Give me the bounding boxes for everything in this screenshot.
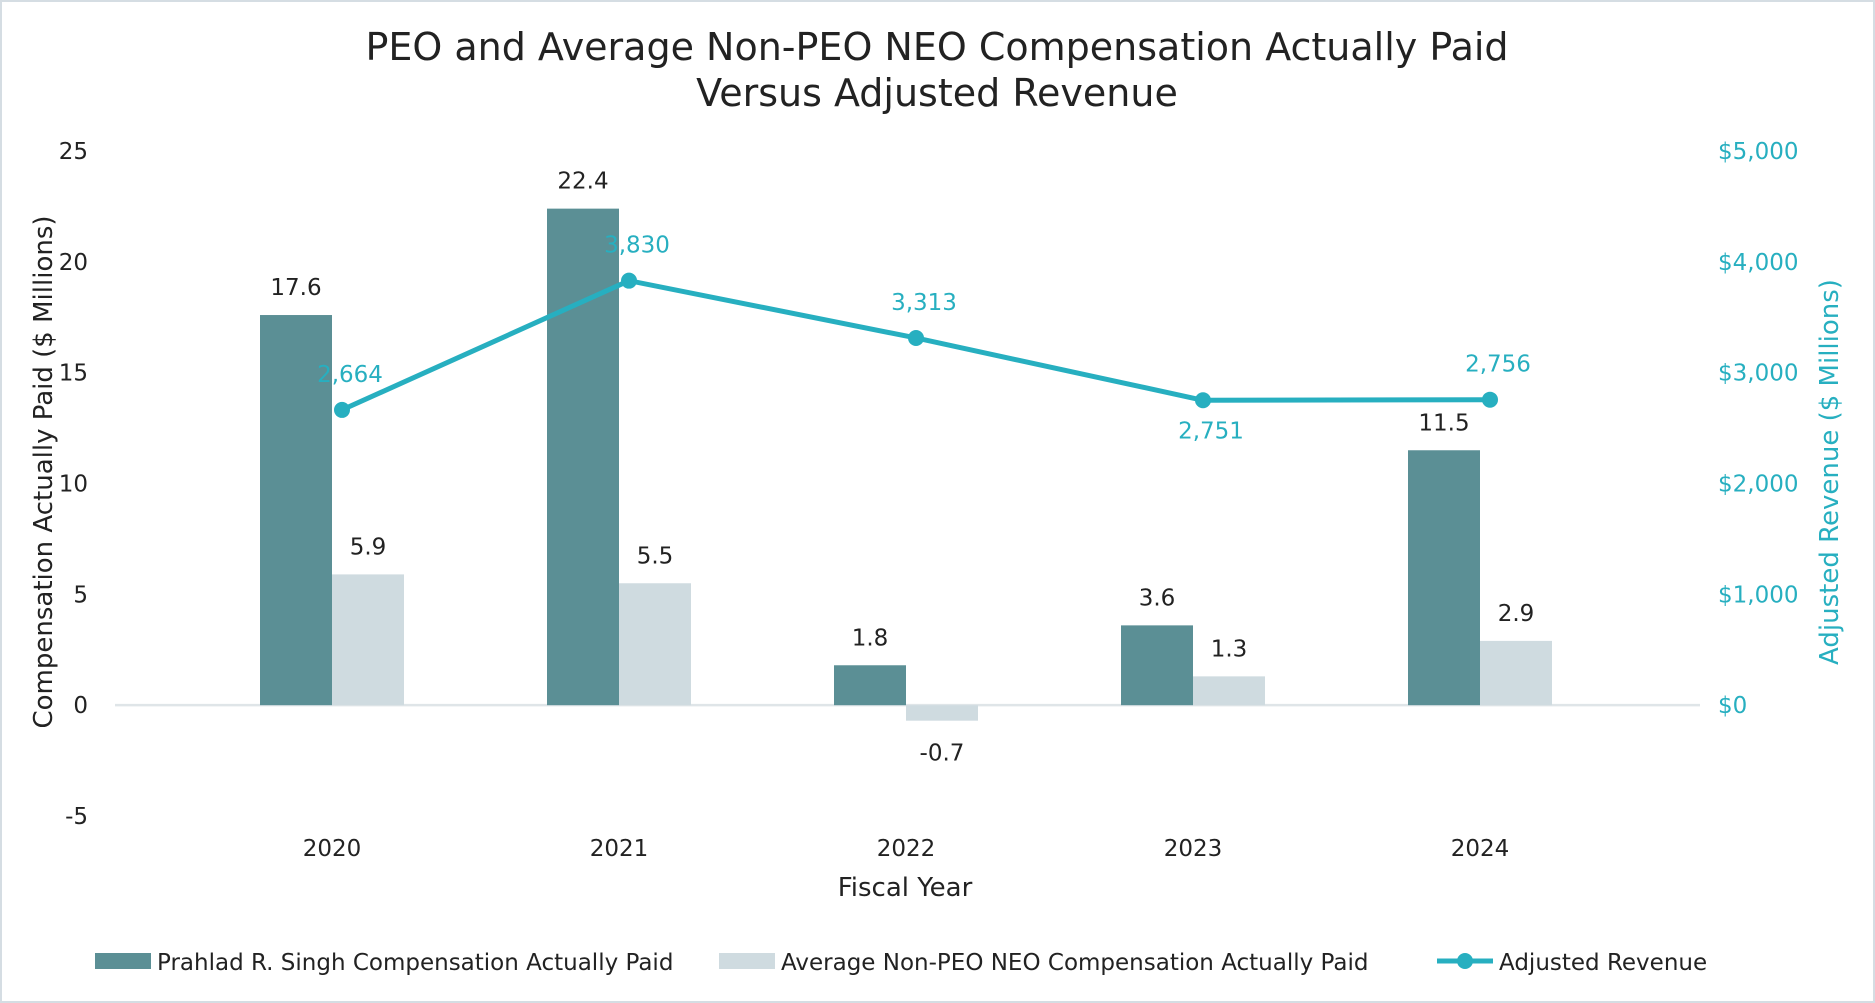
line-data-label: 3,313: [891, 290, 957, 316]
y-tick-label: 5: [73, 582, 88, 608]
legend-non-peo-swatch: [719, 953, 775, 969]
y2-axis-title: Adjusted Revenue ($ Millions): [1815, 279, 1845, 665]
y-tick-label: 10: [59, 472, 88, 498]
bar-data-label: 17.6: [270, 275, 321, 301]
y-tick-label: 25: [59, 139, 88, 165]
bar-peo-2020: [260, 315, 332, 706]
line-data-label: 2,751: [1178, 418, 1244, 444]
bar-data-label: 22.4: [557, 169, 608, 195]
bar-data-label: 5.9: [350, 534, 387, 560]
legend-peo-swatch: [95, 953, 151, 969]
legend-adjusted-revenue-label: Adjusted Revenue: [1499, 950, 1707, 976]
bar-non-peo-2021: [619, 583, 691, 706]
y2-tick-label: $1,000: [1718, 582, 1798, 608]
bar-peo-2022: [834, 665, 906, 706]
adjusted-revenue-point-2020: [334, 401, 350, 418]
bar-data-label: 2.9: [1498, 601, 1535, 627]
x-tick-label: 2024: [1451, 836, 1510, 862]
y-tick-label: 20: [59, 250, 88, 276]
y-tick-label: -5: [65, 804, 88, 830]
bar-data-label: 1.8: [852, 625, 889, 651]
adjusted-revenue-point-2021: [621, 272, 637, 289]
bar-non-peo-2022: [906, 705, 978, 721]
y-tick-label: 0: [73, 693, 88, 719]
x-tick-label: 2021: [590, 836, 649, 862]
adjusted-revenue-point-2024: [1482, 391, 1498, 408]
legend-adjusted-revenue: Adjusted Revenue: [1437, 950, 1707, 976]
bar-data-label: 11.5: [1418, 410, 1469, 436]
line-data-label: 2,664: [317, 362, 383, 388]
y2-tick-label: $2,000: [1718, 472, 1798, 498]
bar-peo-2023: [1121, 625, 1193, 706]
y-tick-label: 15: [59, 361, 88, 387]
y2-tick-label: $3,000: [1718, 361, 1798, 387]
legend-peo-label: Prahlad R. Singh Compensation Actually P…: [157, 950, 673, 976]
line-data-label: 2,756: [1465, 352, 1531, 378]
bar-peo-2021: [547, 208, 619, 706]
adjusted-revenue-point-2022: [908, 329, 924, 346]
y2-tick-label: $0: [1718, 693, 1747, 719]
x-tick-label: 2020: [303, 836, 362, 862]
bar-data-label: 5.5: [637, 543, 674, 569]
bar-peo-2024: [1408, 450, 1480, 706]
y-axis-title: Compensation Actually Paid ($ Millions): [29, 215, 59, 728]
adjusted-revenue-point-2023: [1195, 392, 1211, 409]
y2-tick-label: $4,000: [1718, 250, 1798, 276]
chart-title-line-2: Versus Adjusted Revenue: [696, 71, 1178, 115]
legend-non-peo: Average Non-PEO NEO Compensation Actuall…: [719, 950, 1368, 976]
bar-data-label: -0.7: [920, 741, 965, 767]
x-axis-title: Fiscal Year: [838, 873, 973, 903]
bar-data-label: 1.3: [1211, 636, 1248, 662]
legend-non-peo-label: Average Non-PEO NEO Compensation Actuall…: [781, 950, 1368, 976]
bar-non-peo-2020: [332, 574, 404, 706]
bar-data-label: 3.6: [1139, 585, 1176, 611]
y2-tick-label: $5,000: [1718, 139, 1798, 165]
bar-non-peo-2023: [1193, 676, 1265, 706]
x-tick-label: 2022: [877, 836, 936, 862]
x-tick-label: 2023: [1164, 836, 1223, 862]
line-data-label: 3,830: [604, 233, 670, 259]
legend-peo: Prahlad R. Singh Compensation Actually P…: [95, 950, 673, 976]
bar-non-peo-2024: [1480, 640, 1552, 706]
chart-title-line-1: PEO and Average Non-PEO NEO Compensation…: [365, 25, 1508, 69]
legend-adjusted-revenue-swatch-marker: [1457, 953, 1473, 969]
